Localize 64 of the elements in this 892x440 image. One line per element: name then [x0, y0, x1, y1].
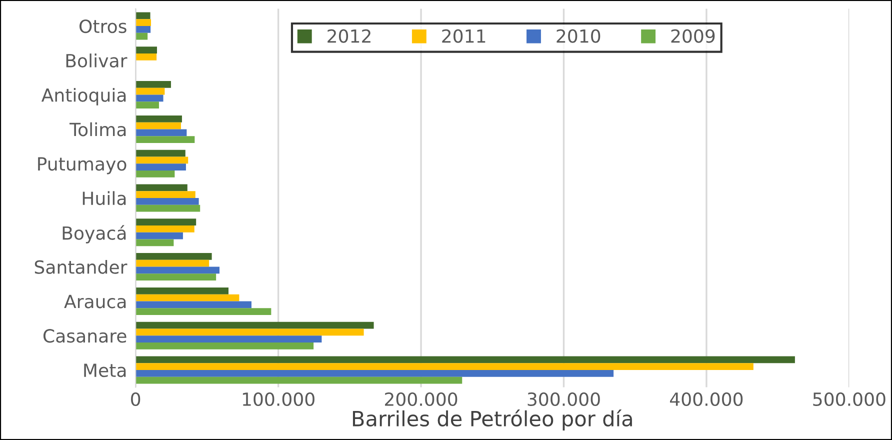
legend-label: 2009: [671, 29, 715, 43]
bar: [136, 376, 462, 384]
x-tick-label: 0: [131, 392, 140, 406]
y-tick-label: Antioquia: [41, 88, 126, 106]
y-tick-label: Santander: [34, 260, 128, 274]
bar: [136, 226, 194, 232]
bar: [136, 129, 187, 136]
bar: [136, 218, 196, 226]
bar: [136, 26, 151, 33]
y-tick-label: Huila: [82, 191, 126, 206]
y-tick-label: Tolima: [70, 122, 126, 136]
bar: [136, 274, 216, 281]
bar: [136, 184, 188, 192]
bar: [136, 239, 174, 246]
bar: [136, 328, 364, 336]
bar: [136, 363, 754, 370]
bar: [136, 342, 314, 350]
y-tick-label: Arauca: [64, 294, 126, 308]
x-axis-title: Barriles de Petróleo por día: [352, 410, 632, 431]
bar: [136, 308, 272, 315]
legend-label: 2012: [328, 29, 370, 43]
y-tick-label: Casanare: [43, 329, 126, 343]
x-tick-label: 300.000: [528, 392, 600, 406]
bar: [136, 46, 157, 54]
y-tick-label: Boyacá: [62, 225, 126, 244]
bar: [136, 115, 182, 122]
bar: [136, 191, 196, 198]
y-tick-label: Putumayo: [38, 157, 126, 174]
bar: [136, 19, 151, 26]
bar: [136, 164, 186, 170]
bar: [136, 294, 240, 302]
y-tick-label: Bolivar: [66, 54, 128, 68]
bar: [136, 260, 210, 267]
bar: [136, 150, 186, 157]
bar: [136, 170, 175, 178]
bar: [136, 266, 220, 274]
bar: [136, 136, 195, 143]
bar: [136, 336, 322, 342]
bar: [136, 12, 150, 20]
bar: [136, 94, 164, 102]
bar: [136, 253, 212, 260]
bar: [136, 370, 614, 377]
bar: [136, 54, 157, 60]
y-tick-label: Meta: [84, 364, 126, 378]
bar: [136, 88, 165, 95]
bar: [136, 301, 252, 308]
bar: [136, 81, 171, 88]
bar: [136, 156, 188, 164]
bar: [136, 232, 183, 240]
x-tick-label: 200.000: [385, 392, 458, 406]
bar: [136, 356, 795, 364]
bar: [136, 32, 148, 40]
x-tick-label: 100.000: [242, 392, 314, 406]
bar: [136, 204, 200, 212]
bar: [136, 198, 199, 205]
y-tick-label: Otros: [80, 19, 126, 34]
bar: [136, 122, 181, 130]
legend-label: 2011: [442, 29, 486, 43]
x-tick-label: 400.000: [670, 392, 743, 406]
bar: [136, 322, 374, 329]
x-tick-label: 500.000: [813, 392, 886, 406]
bar: [136, 102, 159, 109]
bar: [136, 287, 228, 294]
legend-label: 2010: [556, 29, 600, 43]
